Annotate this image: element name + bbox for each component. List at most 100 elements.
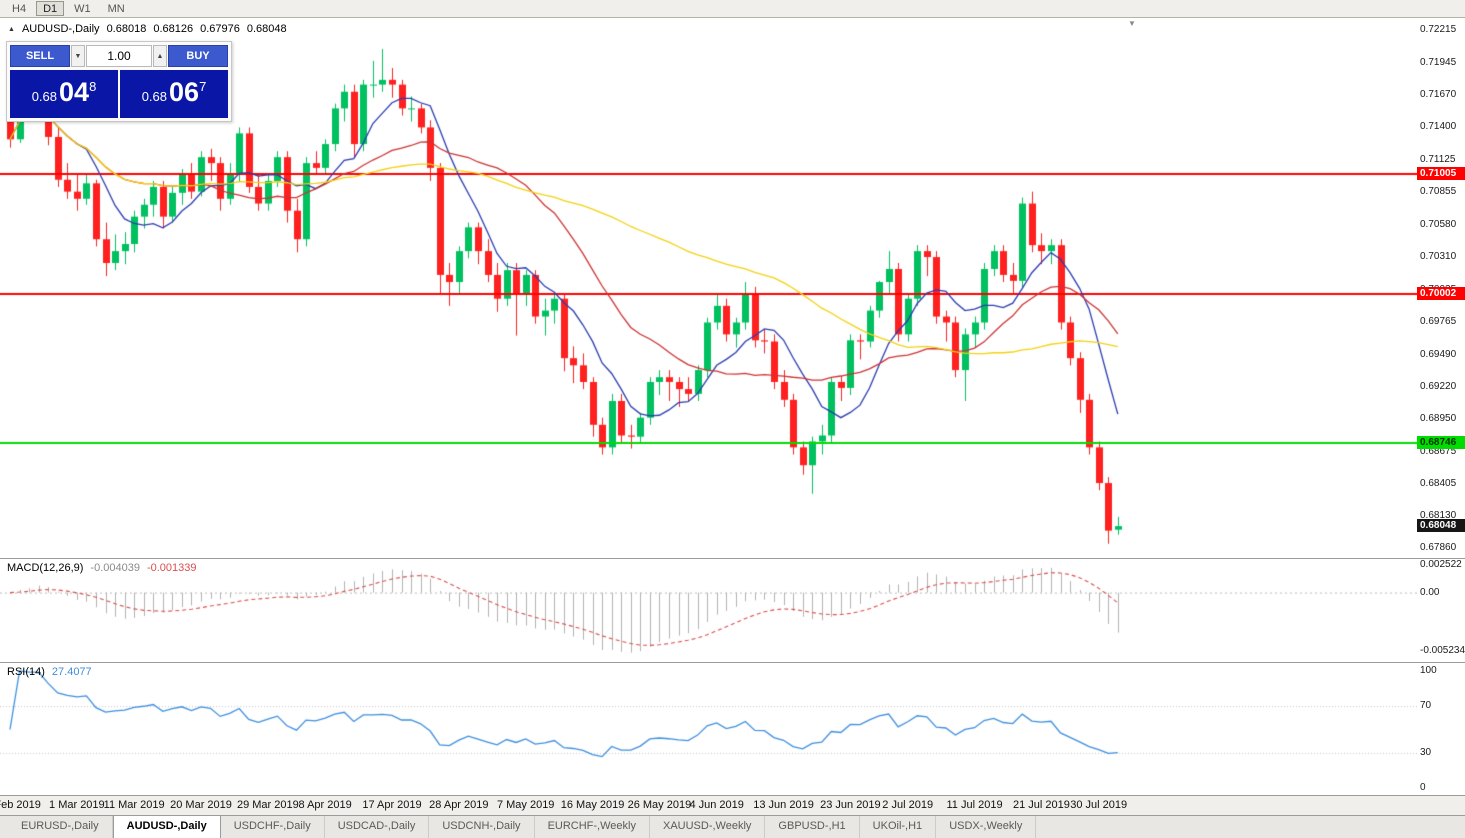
sell-button[interactable]: SELL <box>10 45 70 67</box>
chart-shift-marker-icon: ▼ <box>1128 19 1136 28</box>
price-axis-label: 0.70855 <box>1420 186 1457 198</box>
chart-tab[interactable]: UKOil-,H1 <box>860 816 937 838</box>
date-axis-label: 30 Jul 2019 <box>1070 799 1128 811</box>
hline-price-flag: 0.71005 <box>1417 167 1465 181</box>
timeframe-button-d1[interactable]: D1 <box>36 1 65 16</box>
rsi-axis-label: 0 <box>1420 782 1426 793</box>
macd-pane: 0.002522 0.00 -0.005234 MACD(12,26,9) -0.00… <box>0 559 1465 662</box>
date-axis-label: 11 Jul 2019 <box>946 799 1003 811</box>
symbol-label: AUDUSD-,Daily <box>21 23 100 35</box>
rsi-value: 27.4077 <box>51 666 92 678</box>
timeframe-button-h4[interactable]: H4 <box>5 1 33 16</box>
chart-tab-bar: EURUSD-,Daily AUDUSD-,Daily USDCHF-,Daily U… <box>0 815 1465 838</box>
chart-tab[interactable]: USDCAD-,Daily <box>325 816 430 838</box>
ohlc-low: 0.67976 <box>200 23 240 35</box>
price-axis-label: 0.68405 <box>1420 477 1457 489</box>
price-axis-label: 0.69490 <box>1420 348 1457 360</box>
one-click-trading-panel: SELL ▼ 1.00 ▲ BUY 0.68 04 8 0.68 06 7 <box>6 41 232 122</box>
price-pane: 0.72215 0.71945 0.71670 0.71400 0.71125 0.708… <box>0 18 1465 558</box>
rsi-pane: 100 70 30 0 RSI(14) 27.4077 <box>0 663 1465 795</box>
date-axis-label: 13 Jun 2019 <box>753 799 814 811</box>
volume-decrease-button[interactable]: ▼ <box>71 45 85 67</box>
date-axis-label: 2 Jul 2019 <box>882 799 934 811</box>
macd-axis[interactable]: 0.002522 0.00 -0.005234 <box>1417 559 1465 662</box>
rsi-axis-label: 100 <box>1420 665 1437 676</box>
macd-canvas[interactable] <box>0 559 1417 662</box>
price-axis-label: 0.68675 <box>1420 445 1457 457</box>
macd-axis-label: 0.00 <box>1420 586 1440 598</box>
sell-price-prefix: 0.68 <box>31 89 58 104</box>
chart-tab[interactable]: USDCHF-,Daily <box>221 816 325 838</box>
date-axis-label: 1 Mar 2019 <box>49 799 105 811</box>
pane-separator[interactable] <box>0 558 1465 559</box>
price-chart-canvas[interactable] <box>0 18 1417 558</box>
chart-tab[interactable]: EURUSD-,Daily <box>8 816 113 838</box>
buy-price-display[interactable]: 0.68 06 7 <box>120 70 228 118</box>
volume-input[interactable]: 1.00 <box>86 45 152 67</box>
price-axis-label: 0.71945 <box>1420 56 1457 68</box>
macd-axis-label: -0.005234 <box>1420 645 1465 657</box>
date-axis-label: 7 May 2019 <box>496 799 555 811</box>
buy-price-prefix: 0.68 <box>141 89 168 104</box>
ohlc-open: 0.68018 <box>106 23 147 35</box>
pane-separator[interactable] <box>0 662 1465 663</box>
price-axis-label: 0.71400 <box>1420 121 1457 133</box>
macd-axis-label: 0.002522 <box>1420 559 1462 570</box>
rsi-axis-label: 70 <box>1420 700 1432 712</box>
volume-increase-button[interactable]: ▲ <box>153 45 167 67</box>
one-click-collapse-icon[interactable]: ▲ <box>8 25 15 33</box>
buy-price-big: 06 <box>169 77 200 107</box>
macd-label: MACD(12,26,9) -0.004039 -0.001339 <box>7 562 197 574</box>
price-axis-label: 0.71670 <box>1420 89 1457 101</box>
hline-price-flag: 0.70002 <box>1417 286 1465 300</box>
macd-name: MACD(12,26,9) <box>7 562 84 574</box>
timeframe-button-w1[interactable]: W1 <box>67 1 98 16</box>
price-axis-label: 0.72215 <box>1420 24 1457 36</box>
date-axis-label: 21 Jul 2019 <box>1012 799 1070 811</box>
date-axis-label: 23 Jun 2019 <box>820 799 881 811</box>
chart-tab[interactable]: GBPUSD-,H1 <box>765 816 860 838</box>
date-axis-label: 29 Mar 2019 <box>236 799 299 811</box>
sell-price-big: 04 <box>59 77 90 107</box>
date-axis-label: 16 May 2019 <box>560 799 625 811</box>
chart-title: ▲ AUDUSD-,Daily 0.68018 0.68126 0.67976 … <box>8 23 287 35</box>
rsi-canvas[interactable] <box>0 663 1417 795</box>
price-axis-label: 0.68130 <box>1420 510 1457 522</box>
current-price-flag: 0.68048 <box>1417 519 1465 533</box>
rsi-name: RSI(14) <box>7 666 45 678</box>
timeframe-toolbar: H4 D1 W1 MN <box>0 0 1465 18</box>
chart-tab[interactable]: EURCHF-,Weekly <box>535 816 650 838</box>
macd-value-main: -0.004039 <box>90 562 140 574</box>
date-axis-label: 20 Mar 2019 <box>170 799 232 811</box>
date-axis-label: 28 Apr 2019 <box>429 799 489 811</box>
hline-price-flag: 0.68746 <box>1417 436 1465 450</box>
date-axis-label: 4 Jun 2019 <box>689 799 744 811</box>
chart-tab[interactable]: USDX-,Weekly <box>936 816 1037 838</box>
chart-tab[interactable]: XAUUSD-,Weekly <box>650 816 766 838</box>
macd-value-signal: -0.001339 <box>146 562 197 574</box>
price-axis-label: 0.71125 <box>1420 154 1456 166</box>
price-axis-label: 0.69765 <box>1420 315 1457 327</box>
date-axis-label: 26 May 2019 <box>627 799 692 811</box>
price-axis[interactable]: 0.72215 0.71945 0.71670 0.71400 0.71125 0.708… <box>1417 18 1465 558</box>
date-axis-label: 8 Apr 2019 <box>298 799 352 811</box>
date-axis-label: 11 Mar 2019 <box>103 799 165 811</box>
timeframe-button-mn[interactable]: MN <box>101 1 132 16</box>
rsi-axis[interactable]: 100 70 30 0 <box>1417 663 1465 795</box>
sell-price-display[interactable]: 0.68 04 8 <box>10 70 118 118</box>
buy-button[interactable]: BUY <box>168 45 228 67</box>
price-axis-label: 0.70580 <box>1420 218 1457 230</box>
ohlc-close: 0.68048 <box>246 23 287 35</box>
chart-tab[interactable]: AUDUSD-,Daily <box>112 816 221 838</box>
price-axis-label: 0.67860 <box>1420 542 1457 554</box>
rsi-axis-label: 30 <box>1420 746 1432 758</box>
ohlc-high: 0.68126 <box>153 23 194 35</box>
price-axis-label: 0.70310 <box>1420 251 1457 263</box>
chart-tab[interactable]: USDCNH-,Daily <box>429 816 535 838</box>
buy-price-sup: 7 <box>199 79 207 94</box>
date-axis-label: 20 Feb 2019 <box>0 799 41 811</box>
date-axis-label: 17 Apr 2019 <box>362 799 422 811</box>
rsi-label: RSI(14) 27.4077 <box>7 666 92 678</box>
